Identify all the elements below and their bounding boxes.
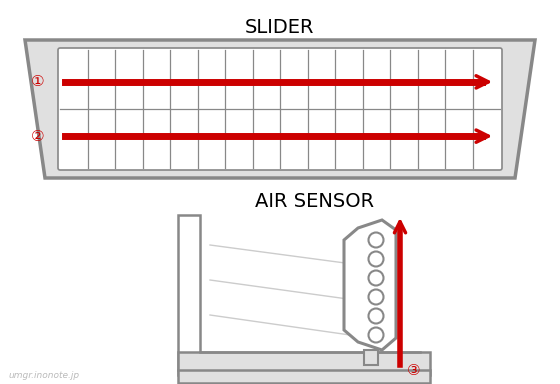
Bar	[178, 215, 200, 370]
Bar	[178, 352, 430, 375]
Circle shape	[368, 252, 384, 266]
Bar	[178, 370, 430, 383]
Circle shape	[368, 328, 384, 343]
Circle shape	[368, 232, 384, 248]
Text: ②: ②	[31, 129, 45, 144]
Circle shape	[368, 290, 384, 305]
Polygon shape	[364, 350, 378, 365]
FancyBboxPatch shape	[58, 48, 502, 170]
Polygon shape	[25, 40, 535, 178]
Text: AIR SENSOR: AIR SENSOR	[255, 192, 375, 211]
Circle shape	[368, 270, 384, 285]
Text: umgr.inonote.jp: umgr.inonote.jp	[8, 371, 79, 380]
Text: ①: ①	[31, 74, 45, 89]
Text: ③: ③	[407, 363, 421, 378]
Circle shape	[368, 308, 384, 323]
Polygon shape	[344, 220, 396, 350]
Text: SLIDER: SLIDER	[245, 18, 315, 37]
